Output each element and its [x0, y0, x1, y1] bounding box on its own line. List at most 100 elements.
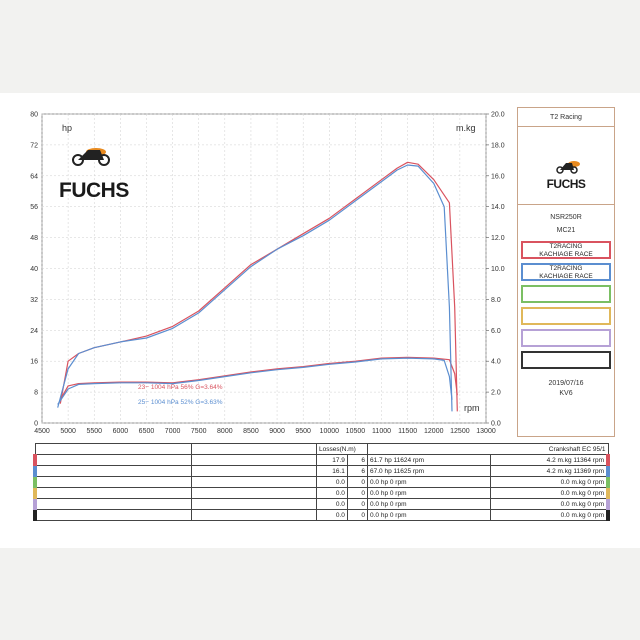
- x-axis-label: rpm: [464, 403, 480, 413]
- table-cell-torque: 0.0 m.kg 0 rpm: [490, 498, 610, 510]
- x-tick-label: 7000: [165, 428, 181, 435]
- side-divider: [518, 204, 614, 205]
- x-tick-label: 9500: [295, 428, 311, 435]
- table-cell-a: 16.1: [316, 465, 348, 477]
- table-cell-b: 0: [346, 509, 369, 521]
- table-row: 0.0 0 0.0 hp 0 rpm 0.0 m.kg 0 rpm: [33, 476, 610, 488]
- table-cell-hp: 0.0 hp 0 rpm: [367, 498, 491, 510]
- table-cell-empty: [191, 454, 317, 466]
- x-tick-label: 10500: [346, 428, 366, 435]
- legend-slot: [521, 329, 611, 347]
- table-header-row: Losses(N.m) Crankshaft EC 95/1: [34, 443, 609, 455]
- x-tick-label: 11500: [398, 428, 417, 435]
- series-line-blue-hp: [57, 164, 453, 412]
- table-cell-a: 0.0: [316, 476, 348, 488]
- table-cell-torque: 4.2 m.kg 11364 rpm: [490, 454, 610, 466]
- chassis-code: MC21: [556, 227, 576, 234]
- y-left-label: hp: [62, 123, 72, 133]
- header-losses: Losses(N.m): [316, 443, 368, 455]
- y-left-tick-label: 0: [34, 421, 38, 428]
- table-row: 0.0 0 0.0 hp 0 rpm 0.0 m.kg 0 rpm: [33, 498, 610, 510]
- x-tick-label: 12000: [424, 428, 444, 435]
- y-right-tick-label: 20.0: [491, 112, 505, 119]
- x-tick-label: 5000: [60, 428, 76, 435]
- table-row: 17.9 6 61.7 hp 11624 rpm 4.2 m.kg 11364 rpm: [33, 454, 610, 466]
- results-table: Losses(N.m) Crankshaft EC 95/1 17.9 6 61.7…: [33, 443, 610, 521]
- table-cell-hp: 61.7 hp 11624 rpm: [367, 454, 491, 466]
- table-cell-torque: 0.0 m.kg 0 rpm: [490, 487, 610, 499]
- legend-slot: [521, 351, 611, 369]
- y-left-tick-label: 64: [30, 173, 38, 180]
- legend-slot-line2: KACHIAGE RACE: [539, 251, 593, 258]
- fuchs-logo-icon: [72, 148, 110, 166]
- test-date: 2019/07/16: [548, 380, 584, 387]
- table-cell-empty: [33, 476, 192, 488]
- table-cell-torque: 4.2 m.kg 11369 rpm: [490, 465, 610, 477]
- table-cell-b: 0: [346, 476, 369, 488]
- legend-slot: T2RACING KACHIAGE RACE: [521, 263, 611, 281]
- table-cell-a: 0.0: [316, 509, 348, 521]
- chart-series: [57, 161, 458, 412]
- series-line-blue-mkg: [57, 357, 453, 405]
- y-right-tick-label: 0.0: [491, 421, 501, 428]
- side-logo-icon: [556, 161, 580, 174]
- table-cell-b: 6: [346, 454, 369, 466]
- legend-slot-line1: T2RACING: [549, 243, 583, 250]
- y-left-tick-label: 56: [30, 204, 38, 211]
- table-cell-torque: 0.0 m.kg 0 rpm: [490, 476, 610, 488]
- y-left-tick-label: 48: [30, 235, 38, 242]
- table-cell-b: 0: [346, 487, 369, 499]
- legend-slot-line1: T2RACING: [549, 265, 583, 272]
- series-line-red-mkg: [59, 356, 458, 401]
- table-row: 16.1 6 67.0 hp 11625 rpm 4.2 m.kg 11369 rpm: [33, 465, 610, 477]
- y-left-tick-label: 72: [30, 142, 38, 149]
- table-cell-empty: [191, 498, 317, 510]
- side-title: T2 Racing: [550, 114, 582, 121]
- fuchs-logo-text: FUCHS: [59, 179, 129, 202]
- table-cell-empty: [191, 509, 317, 521]
- y-right-tick-label: 16.0: [491, 173, 505, 180]
- table-row: 0.0 0 0.0 hp 0 rpm 0.0 m.kg 0 rpm: [33, 487, 610, 499]
- y-left-tick-label: 40: [30, 266, 38, 273]
- table-cell-a: 17.9: [316, 454, 348, 466]
- table-cell-empty: [33, 487, 192, 499]
- table-cell-empty: [33, 454, 192, 466]
- side-divider: [518, 126, 614, 127]
- table-cell-b: 6: [346, 465, 369, 477]
- y-right-tick-label: 12.0: [491, 235, 505, 242]
- table-cell-hp: 0.0 hp 0 rpm: [367, 487, 491, 499]
- table-cell-empty: [191, 476, 317, 488]
- y-left-tick-label: 16: [30, 359, 38, 366]
- legend-slot: T2RACING KACHIAGE RACE: [521, 241, 611, 259]
- y-right-tick-label: 14.0: [491, 204, 505, 211]
- y-right-tick-label: 18.0: [491, 142, 505, 149]
- chart-axes: 4500 5000 5500 6000 6500 7000 7500 8000 8500 9000…: [30, 112, 505, 436]
- test-code: KV6: [559, 390, 573, 397]
- y-right-label: m.kg: [456, 123, 476, 133]
- table-cell-hp: 0.0 hp 0 rpm: [367, 509, 491, 521]
- y-right-tick-label: 10.0: [491, 266, 505, 273]
- x-tick-label: 11000: [372, 428, 391, 435]
- legend-panel: T2 Racing FUCHS NSR250R MC21 T2RACING KAC…: [517, 107, 615, 437]
- annotation-blue: 25− 1004 hPa 52% G=3.63%: [138, 399, 223, 406]
- header-crankshaft: Crankshaft EC 95/1: [367, 443, 609, 455]
- table-cell-a: 0.0: [316, 498, 348, 510]
- x-tick-label: 10000: [320, 428, 340, 435]
- x-tick-label: 13000: [476, 428, 496, 435]
- table-cell-empty: [33, 465, 192, 477]
- y-right-tick-label: 2.0: [491, 390, 501, 397]
- table-cell-b: 0: [346, 498, 369, 510]
- side-logo-text: FUCHS: [546, 177, 586, 191]
- table-cell-empty: [33, 509, 192, 521]
- x-tick-label: 8500: [243, 428, 259, 435]
- table-row: 0.0 0 0.0 hp 0 rpm 0.0 m.kg 0 rpm: [33, 509, 610, 521]
- x-tick-label: 8000: [217, 428, 233, 435]
- legend-slot: [521, 285, 611, 303]
- table-cell-empty: [191, 487, 317, 499]
- legend-slot-line2: KACHIAGE RACE: [539, 273, 593, 280]
- y-right-tick-label: 8.0: [491, 297, 501, 304]
- table-cell-hp: 67.0 hp 11625 rpm: [367, 465, 491, 477]
- table-cell-hp: 0.0 hp 0 rpm: [367, 476, 491, 488]
- table-cell-a: 0.0: [316, 487, 348, 499]
- x-tick-label: 4500: [34, 428, 50, 435]
